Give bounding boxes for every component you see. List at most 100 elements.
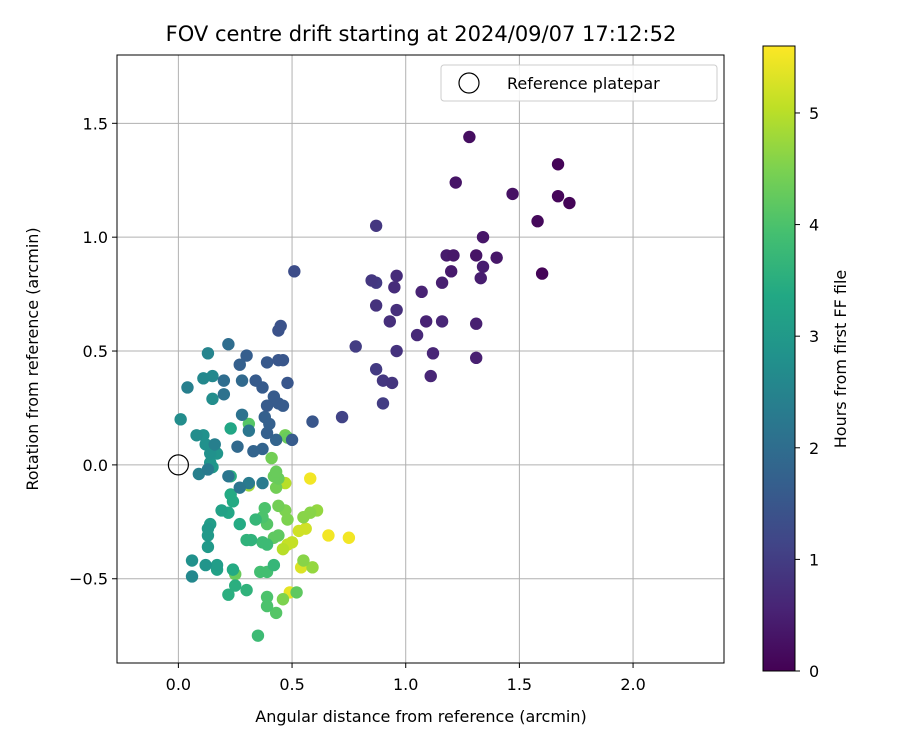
colorbar-tick-label: 2 (809, 439, 819, 458)
legend-box (440, 64, 718, 102)
plot-frame (116, 54, 725, 664)
data-point (235, 408, 249, 421)
data-point (231, 440, 244, 453)
data-point (229, 579, 242, 592)
data-point (410, 328, 424, 342)
y-tick-label: 1.0 (83, 228, 108, 247)
data-point (224, 422, 237, 435)
data-point (304, 472, 317, 485)
data-point (272, 529, 285, 542)
data-point (217, 374, 231, 387)
data-point (272, 499, 285, 513)
colorbar-tick-label: 4 (809, 216, 819, 235)
data-point (222, 470, 235, 483)
data-point (224, 488, 237, 501)
data-point (299, 522, 312, 535)
data-point (390, 344, 403, 358)
data-point (215, 504, 228, 517)
y-tick-label: 1.5 (83, 114, 108, 133)
data-point (190, 429, 203, 442)
y-tick-label: 0.5 (83, 342, 108, 361)
data-point (551, 189, 565, 203)
scatter-points (174, 130, 576, 642)
data-point (288, 265, 301, 278)
x-tick-label: 1.5 (507, 675, 532, 694)
data-point (285, 536, 299, 549)
y-axis-label: Rotation from reference (arcmin) (23, 227, 42, 490)
data-point (233, 517, 246, 531)
data-point (210, 558, 224, 572)
data-point (376, 397, 390, 410)
data-point (476, 260, 490, 273)
data-point (258, 501, 271, 515)
data-point (290, 586, 303, 599)
data-point (385, 376, 399, 390)
data-point (256, 476, 269, 490)
data-point (506, 187, 519, 201)
data-point (233, 358, 246, 371)
y-tick-label: 0.0 (83, 456, 108, 475)
data-point (342, 531, 356, 544)
data-point (276, 593, 290, 606)
data-point (249, 374, 262, 387)
data-point (260, 356, 274, 369)
colorbar-tick-label: 3 (809, 327, 819, 346)
data-point (260, 538, 274, 551)
data-point (206, 369, 219, 383)
data-point (435, 315, 449, 328)
data-point (383, 315, 397, 328)
data-point (206, 392, 219, 406)
data-point (240, 583, 253, 597)
colorbar-tick-label: 1 (809, 550, 819, 569)
data-point (240, 349, 253, 362)
data-point (285, 433, 299, 447)
colorbar-tick-label: 5 (809, 104, 819, 123)
data-point (390, 269, 403, 283)
colorbar-label: Hours from first FF file (831, 270, 850, 449)
data-point (201, 522, 215, 535)
data-point (260, 426, 274, 440)
data-point (535, 267, 549, 280)
x-tick-label: 0.5 (279, 675, 304, 694)
data-point (463, 130, 476, 144)
data-point (233, 481, 246, 494)
data-point (281, 376, 294, 390)
data-point (424, 369, 437, 383)
colorbar (762, 45, 796, 672)
data-point (242, 424, 256, 437)
reference-marker-group (167, 454, 189, 476)
data-point (208, 438, 221, 451)
data-point (267, 558, 281, 572)
data-point (185, 554, 199, 567)
data-point (297, 554, 310, 567)
data-point (217, 388, 231, 401)
data-point (265, 451, 278, 465)
data-point (365, 274, 378, 287)
data-point (226, 563, 240, 576)
data-point (419, 315, 433, 328)
data-point (201, 347, 215, 360)
data-point (249, 513, 262, 526)
data-point (476, 230, 490, 244)
data-point (390, 303, 403, 317)
data-point (306, 561, 319, 574)
x-tick-label: 1.0 (393, 675, 418, 694)
data-point (272, 324, 285, 337)
data-point (251, 629, 265, 642)
data-point (444, 265, 458, 278)
data-point (349, 340, 362, 353)
x-tick-label: 2.0 (620, 675, 645, 694)
data-point (369, 363, 383, 376)
legend-label: Reference platepar (507, 74, 660, 93)
data-point (269, 465, 283, 478)
data-point (244, 533, 258, 547)
data-point (222, 588, 235, 601)
data-point (260, 590, 274, 604)
data-point (388, 281, 401, 294)
data-point (469, 249, 483, 262)
data-point (235, 374, 249, 387)
legend: Reference platepar (440, 64, 718, 102)
data-point (201, 540, 215, 554)
data-point (426, 347, 440, 360)
